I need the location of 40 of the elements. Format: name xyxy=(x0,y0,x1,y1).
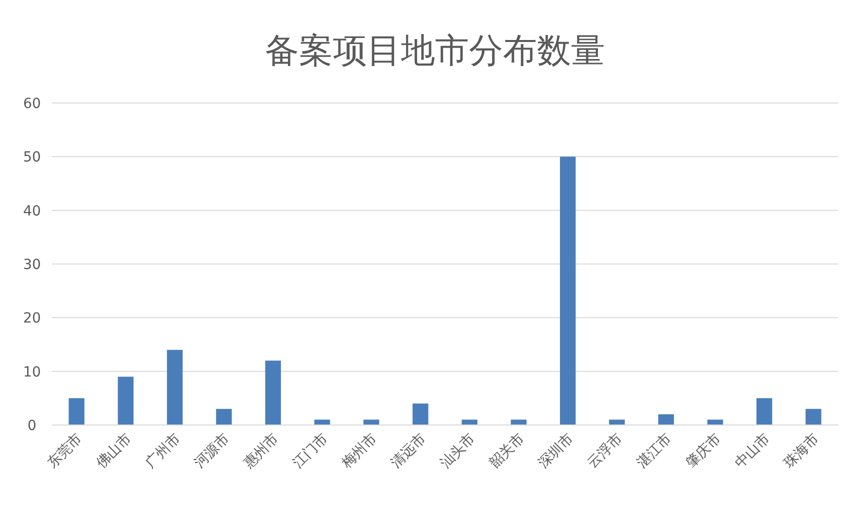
chart-title: 备案项目地市分布数量 xyxy=(265,31,605,71)
x-tick-label: 云浮市 xyxy=(584,430,626,472)
bar xyxy=(707,420,724,425)
bar xyxy=(363,420,380,425)
x-tick-label: 中山市 xyxy=(732,430,774,472)
x-tick-label: 广州市 xyxy=(142,430,184,472)
x-tick-label: 佛山市 xyxy=(94,430,135,472)
x-tick-label: 韶关市 xyxy=(486,430,528,472)
bar xyxy=(216,408,232,425)
y-tick-label: 40 xyxy=(23,203,41,220)
y-tick-label: 60 xyxy=(23,96,41,112)
y-tick-label: 50 xyxy=(23,150,41,166)
bar xyxy=(560,156,576,425)
x-tick-label: 肇庆市 xyxy=(683,430,724,472)
x-tick-label: 深圳市 xyxy=(536,430,577,472)
bar xyxy=(658,414,674,425)
x-tick-label: 惠州市 xyxy=(240,430,282,472)
x-tick-label: 梅州市 xyxy=(338,430,380,472)
x-tick-label: 汕头市 xyxy=(437,430,478,472)
x-tick-label: 珠海市 xyxy=(781,430,822,472)
x-tick-label: 清远市 xyxy=(388,430,430,472)
bar xyxy=(510,420,527,425)
y-tick-label: 0 xyxy=(28,418,36,434)
bar xyxy=(412,404,428,425)
bar xyxy=(118,376,134,425)
x-tick-label: 东莞市 xyxy=(44,430,86,472)
bar xyxy=(609,420,625,425)
bar xyxy=(462,420,478,425)
y-tick-label: 10 xyxy=(23,364,41,380)
bar xyxy=(68,398,84,425)
bar xyxy=(314,420,330,425)
bar xyxy=(806,408,822,425)
x-tick-label: 湛江市 xyxy=(634,430,675,472)
x-tick-label: 河源市 xyxy=(192,430,233,472)
y-tick-label: 30 xyxy=(23,257,41,273)
bar xyxy=(166,350,183,425)
x-tick-label: 江门市 xyxy=(290,430,332,472)
y-tick-label: 20 xyxy=(23,310,41,327)
bar xyxy=(756,398,772,425)
bar xyxy=(265,360,281,425)
